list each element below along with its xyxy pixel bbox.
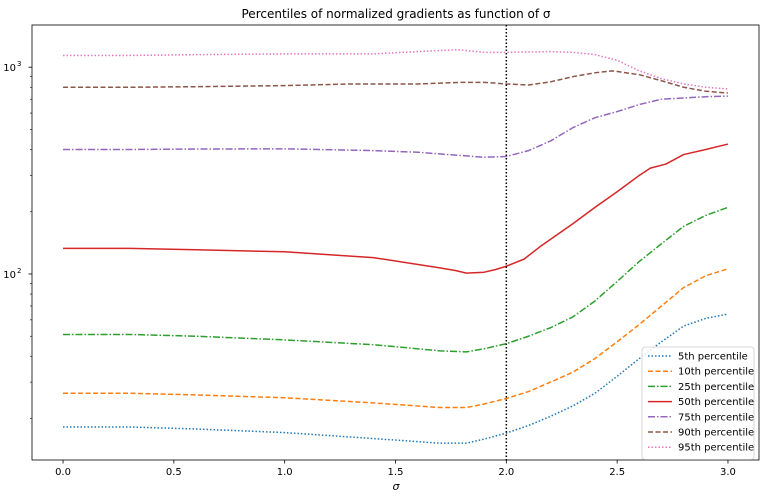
series-line-6 [63,70,729,94]
series-line-1 [63,313,729,444]
series-line-2 [63,268,729,409]
y-tick-exponent: 3 [17,60,21,68]
x-tick-label: 1.5 [388,467,404,478]
y-tick-exponent: 2 [17,267,21,275]
legend-box [641,346,755,460]
x-axis-label: σ [393,480,401,493]
legend-label-6: 90th percentile [678,428,754,439]
x-tick-label: 2.5 [609,467,625,478]
legend-label-1: 5th percentile [678,352,748,363]
legend-label-5: 75th percentile [678,412,754,423]
x-tick-label: 1.0 [277,467,293,478]
legend: 5th percentile 10th percentile 25th percen… [641,346,755,460]
series-line-5 [63,95,728,158]
series-line-7 [63,48,729,90]
x-tick-label: 0.5 [166,467,182,478]
legend-label-2: 10th percentile [678,367,754,378]
series-lines [63,48,729,444]
series-line-4 [63,143,729,274]
legend-label-3: 25th percentile [678,382,754,393]
legend-label-7: 95th percentile [678,443,754,454]
x-tick-label: 3.0 [720,467,736,478]
series-line-3 [63,206,729,353]
x-tick-label: 2.0 [498,467,514,478]
y-tick-label: 10 [3,63,16,74]
plot-area [63,25,729,460]
y-tick-label: 10 [3,270,16,281]
x-tick-label: 0.0 [55,467,71,478]
chart-title: Percentiles of normalized gradients as f… [242,7,551,21]
legend-label-4: 50th percentile [678,397,754,408]
